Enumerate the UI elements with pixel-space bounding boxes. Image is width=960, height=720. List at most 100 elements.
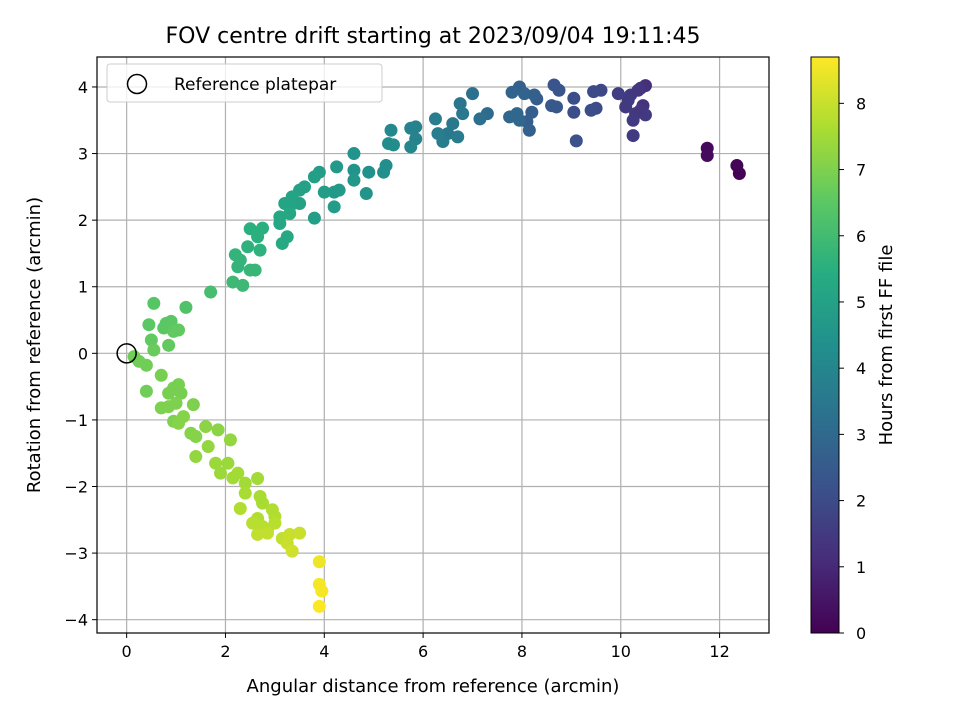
data-point <box>253 243 267 257</box>
data-point <box>201 440 215 454</box>
colorbar-tick-label: 5 <box>856 293 866 312</box>
y-axis-label: Rotation from reference (arcmin) <box>24 197 45 493</box>
y-axis: −4 −3 −2 −1 0 1 2 3 4 <box>64 78 97 630</box>
colorbar-tick-label: 3 <box>856 425 866 444</box>
data-point <box>503 110 517 124</box>
y-tick-label: 0 <box>78 344 88 363</box>
data-point <box>223 433 237 447</box>
y-tick-label: −4 <box>64 611 88 630</box>
grid <box>97 57 769 633</box>
data-point <box>162 338 176 352</box>
data-point <box>700 149 714 163</box>
colorbar-tick-label: 2 <box>856 492 866 511</box>
data-point <box>268 516 282 530</box>
data-point <box>248 263 262 277</box>
data-point <box>347 147 361 161</box>
data-point <box>552 83 566 97</box>
colorbar-tick-label: 6 <box>856 227 866 246</box>
data-point <box>226 471 240 485</box>
data-point <box>330 160 344 174</box>
data-point <box>221 456 235 470</box>
data-point <box>456 107 470 121</box>
data-point <box>587 85 601 99</box>
data-point <box>634 103 648 117</box>
data-point <box>317 185 331 199</box>
data-point <box>189 430 203 444</box>
data-point <box>226 275 240 289</box>
data-point <box>209 456 223 470</box>
data-point <box>256 496 270 510</box>
colorbar-axis: 0 1 2 3 4 5 6 7 8 <box>839 94 866 643</box>
data-point <box>377 165 391 179</box>
data-point <box>147 343 161 357</box>
colorbar <box>810 56 840 634</box>
data-point <box>144 333 158 347</box>
data-point <box>473 112 487 126</box>
data-point <box>621 93 635 107</box>
data-point <box>569 134 583 148</box>
data-point <box>404 140 418 154</box>
data-point <box>246 516 260 530</box>
data-point <box>251 230 265 244</box>
data-point <box>251 527 265 541</box>
data-point <box>233 253 247 267</box>
data-point <box>293 526 307 540</box>
x-tick-label: 4 <box>319 642 329 661</box>
reference-platepar-marker <box>116 343 137 364</box>
y-tick-label: 2 <box>78 211 88 230</box>
chart-title: FOV centre drift starting at 2023/09/04 … <box>166 24 701 49</box>
data-point <box>172 416 186 430</box>
data-point <box>522 123 536 137</box>
y-tick-label: −3 <box>64 544 88 563</box>
colorbar-tick-label: 7 <box>856 161 866 180</box>
data-point <box>431 127 445 141</box>
y-tick-label: 3 <box>78 145 88 164</box>
colorbar-label: Hours from first FF file <box>876 245 897 446</box>
data-point <box>238 476 252 490</box>
data-point <box>505 85 519 99</box>
colorbar-tick-label: 1 <box>856 558 866 577</box>
data-point <box>312 555 326 569</box>
data-point <box>362 165 376 179</box>
data-point <box>631 83 645 97</box>
x-tick-label: 10 <box>611 642 631 661</box>
data-point <box>154 368 168 382</box>
data-point <box>404 121 418 135</box>
data-point <box>730 159 744 173</box>
x-tick-label: 2 <box>220 642 230 661</box>
data-point <box>233 501 247 515</box>
x-tick-label: 8 <box>517 642 527 661</box>
data-point <box>204 285 218 299</box>
data-point <box>512 113 526 127</box>
y-tick-label: 1 <box>78 278 88 297</box>
data-point <box>347 173 361 187</box>
data-point <box>307 211 321 225</box>
data-points <box>127 78 746 613</box>
data-point <box>312 599 326 613</box>
colorbar-tick-label: 0 <box>856 624 866 643</box>
data-point <box>139 384 153 398</box>
data-point <box>199 420 213 434</box>
data-point <box>211 423 225 437</box>
y-tick-label: 4 <box>78 78 88 97</box>
colorbar-tick-label: 8 <box>856 94 866 113</box>
data-point <box>359 187 373 201</box>
data-point <box>611 87 625 101</box>
data-point <box>142 318 156 332</box>
data-point <box>626 129 640 143</box>
data-point <box>307 170 321 184</box>
data-point <box>260 526 274 540</box>
data-point <box>332 183 346 197</box>
legend-label: Reference platepar <box>174 75 336 95</box>
y-tick-label: −1 <box>64 411 88 430</box>
data-point <box>517 87 531 101</box>
data-point <box>236 278 250 292</box>
plot-frame <box>96 56 770 634</box>
colorbar-tick-label: 4 <box>856 359 866 378</box>
data-point <box>186 398 200 412</box>
data-point <box>174 386 188 400</box>
data-point <box>285 544 299 558</box>
data-point <box>315 584 329 598</box>
x-tick-label: 0 <box>122 642 132 661</box>
data-point <box>214 466 228 480</box>
